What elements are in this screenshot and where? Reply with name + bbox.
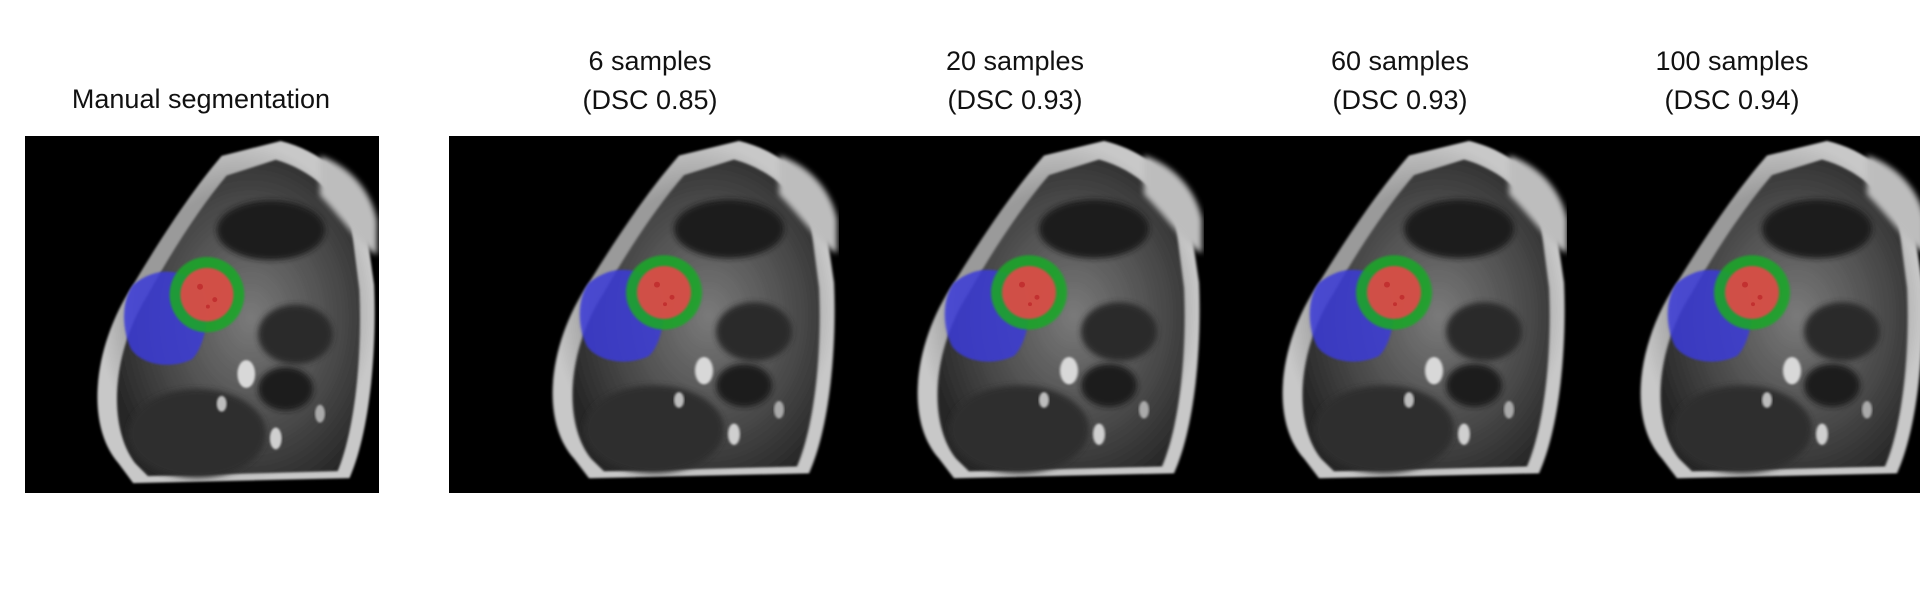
panel-subtitle: (DSC 0.93) bbox=[947, 85, 1083, 115]
manual-segmentation-image bbox=[25, 136, 379, 493]
panel-title: 100 samples bbox=[1655, 46, 1809, 76]
panel-6-samples-title: 6 samples (DSC 0.85) bbox=[510, 42, 790, 120]
panel-20-samples-title: 20 samples (DSC 0.93) bbox=[875, 42, 1155, 120]
panel-60-samples-title: 60 samples (DSC 0.93) bbox=[1260, 42, 1540, 120]
manual-segmentation-title: Manual segmentation bbox=[25, 80, 377, 119]
panel-title: Manual segmentation bbox=[71, 84, 331, 114]
panel-subtitle: (DSC 0.94) bbox=[1664, 85, 1800, 115]
panel-subtitle: (DSC 0.93) bbox=[1332, 85, 1468, 115]
panel-6-samples-image bbox=[479, 136, 839, 488]
panel-60-samples-image bbox=[1209, 136, 1569, 488]
panel-title: 6 samples bbox=[588, 46, 712, 76]
panel-title: 20 samples bbox=[945, 46, 1085, 76]
panel-title: 60 samples bbox=[1330, 46, 1470, 76]
panel-subtitle: (DSC 0.85) bbox=[582, 85, 718, 115]
panel-100-samples-image bbox=[1567, 136, 1920, 488]
predicted-segmentation-strip bbox=[449, 136, 1920, 493]
panel-100-samples-title: 100 samples (DSC 0.94) bbox=[1592, 42, 1872, 120]
panel-20-samples-image bbox=[844, 136, 1204, 488]
